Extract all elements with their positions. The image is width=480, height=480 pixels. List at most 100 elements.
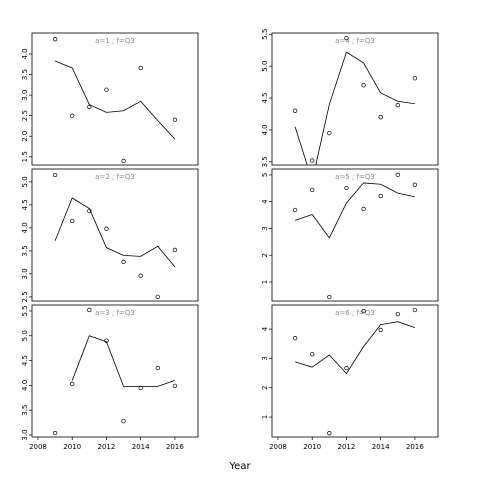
y-tick-label: 3.0: [21, 268, 29, 279]
point: [104, 226, 109, 231]
plot-area: [52, 37, 178, 164]
point: [155, 365, 160, 371]
point: [138, 65, 143, 71]
y-tick-label: 4: [261, 326, 269, 331]
plot-area: [52, 172, 178, 300]
point: [361, 206, 366, 212]
y-tick-label: 3.0: [21, 429, 29, 440]
y-tick-label: 3.0: [21, 90, 29, 101]
fit-line: [294, 182, 415, 239]
point: [121, 418, 126, 424]
point: [344, 35, 349, 41]
point: [292, 207, 298, 213]
point: [172, 117, 178, 122]
strip-label: a=1 ; f=Q3: [95, 37, 135, 45]
point: [87, 104, 92, 110]
point: [104, 87, 109, 92]
point: [121, 158, 126, 164]
x-tick-label: 2014: [132, 443, 150, 451]
point: [70, 381, 75, 387]
y-tick-label: 3: [261, 356, 269, 360]
plot-area: [292, 307, 418, 436]
strip-label: a=6 ; f=Q3: [335, 309, 375, 317]
point: [172, 247, 178, 253]
point: [327, 294, 332, 300]
panel-frame: [271, 304, 439, 438]
point: [412, 182, 418, 187]
y-tick-label: 2.0: [21, 131, 29, 142]
panel-frame: [271, 168, 439, 302]
fit-line: [294, 321, 416, 375]
point: [310, 352, 315, 357]
x-tick-label: 2010: [63, 443, 81, 451]
point: [292, 108, 298, 113]
point: [395, 172, 400, 178]
point: [70, 218, 75, 224]
point: [310, 187, 315, 193]
x-tick-label: 2010: [303, 443, 321, 451]
y-tick-label: 2.5: [21, 291, 29, 302]
x-tick-label: 2016: [406, 443, 424, 451]
point: [344, 365, 349, 371]
x-tick-label: 2008: [29, 443, 47, 451]
point: [172, 383, 178, 389]
y-tick-label: 3.5: [21, 69, 29, 80]
point: [52, 172, 58, 178]
y-tick-label: 3.5: [261, 156, 269, 167]
y-tick-label: 5: [261, 173, 269, 177]
y-tick-label: 4.5: [21, 355, 29, 366]
point: [87, 307, 92, 313]
y-tick-label: 4: [261, 199, 269, 204]
x-axis-label: Year: [228, 461, 251, 472]
y-tick-label: 4.0: [261, 124, 269, 135]
panel-frame: [271, 32, 439, 166]
y-tick-label: 5.0: [21, 330, 29, 341]
point: [412, 307, 418, 313]
point: [121, 259, 126, 265]
point: [395, 311, 400, 317]
fit-line: [294, 51, 415, 165]
y-tick-label: 1: [261, 280, 269, 284]
plot-area: [292, 35, 418, 165]
point: [395, 102, 400, 108]
point: [327, 130, 332, 136]
plot-area: [52, 307, 178, 436]
point: [310, 158, 315, 163]
point: [378, 115, 383, 120]
fit-line: [54, 60, 176, 140]
y-tick-label: 3: [261, 226, 269, 230]
y-tick-label: 5.5: [261, 29, 269, 40]
point: [292, 335, 298, 341]
point: [361, 309, 366, 314]
point: [52, 430, 58, 436]
y-tick-label: 1: [261, 415, 269, 419]
y-tick-label: 4.0: [21, 48, 29, 59]
point: [378, 193, 383, 199]
panel-frame: [31, 32, 199, 166]
y-tick-label: 4.0: [21, 222, 29, 233]
plot-area: [292, 172, 418, 300]
strip-label: a=2 ; f=Q3: [95, 173, 135, 181]
y-tick-label: 4.5: [261, 92, 269, 103]
y-tick-label: 3.5: [21, 245, 29, 256]
x-tick-label: 2016: [166, 443, 184, 451]
panel-frame: [31, 304, 199, 438]
point: [378, 327, 383, 333]
strip-label: a=5 ; f=Q3: [335, 173, 375, 181]
x-tick-label: 2014: [372, 443, 390, 451]
point: [138, 273, 143, 278]
y-tick-label: 5.5: [21, 305, 29, 316]
y-tick-label: 2.5: [21, 110, 29, 121]
y-tick-label: 3.5: [21, 405, 29, 416]
y-tick-label: 2: [261, 385, 269, 389]
y-tick-label: 4.0: [21, 380, 29, 391]
point: [52, 37, 58, 42]
y-tick-label: 4.5: [21, 199, 29, 210]
y-tick-label: 1.5: [21, 151, 29, 162]
x-tick-label: 2012: [98, 443, 116, 451]
fit-line: [71, 335, 176, 387]
strip-label: a=3 ; f=Q3: [95, 309, 135, 317]
y-tick-label: 5.0: [261, 61, 269, 72]
panel-frame: [31, 168, 199, 302]
